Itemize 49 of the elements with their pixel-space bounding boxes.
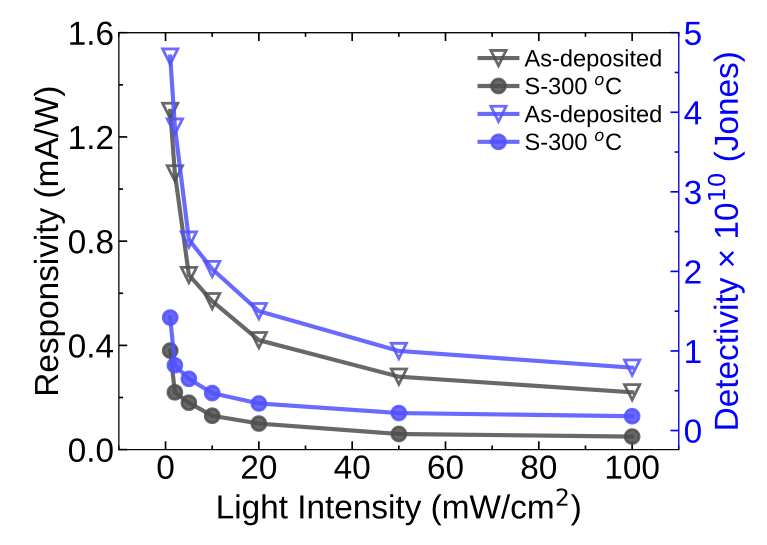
point — [162, 309, 179, 326]
y2-tick-label: 5 — [684, 22, 701, 46]
y2-axis-title: Detectivity × 10$^{10}$ (Jones) — [708, 53, 745, 429]
point — [180, 394, 198, 412]
y2-tick-label: 3 — [684, 180, 701, 204]
y2-tick-label: 2 — [685, 260, 701, 284]
point — [623, 358, 642, 377]
point — [166, 356, 184, 374]
y-tick-label: 1.2 — [70, 126, 112, 150]
point — [204, 384, 221, 402]
x-tick-label: 20 — [242, 455, 276, 479]
point — [250, 331, 268, 350]
point — [166, 118, 184, 136]
point — [250, 395, 268, 412]
x-tick-label: 80 — [522, 455, 556, 479]
point — [161, 48, 180, 66]
y-tick-label: 0.4 — [68, 334, 114, 358]
point — [180, 370, 198, 388]
x-tick-label: 60 — [428, 455, 463, 479]
x-tick-label: 40 — [334, 455, 370, 479]
point — [390, 426, 408, 442]
point — [390, 342, 408, 360]
y-tick-label: 1.6 — [70, 22, 113, 46]
point — [166, 384, 184, 401]
legend-label: S-300 $^{o}$C — [526, 76, 622, 94]
legend-label: S-300 $^{o}$C — [526, 132, 622, 150]
point — [624, 428, 640, 445]
point — [623, 383, 642, 402]
x-axis-title: Light Intensity (mW/cm$^{2}$) — [218, 488, 580, 526]
point — [180, 266, 198, 284]
x-tick-label: 0 — [158, 455, 174, 479]
point — [250, 415, 268, 432]
point — [203, 260, 222, 278]
y2-tick-label: 0 — [684, 419, 701, 443]
x-tick-label: 100 — [606, 455, 659, 479]
point — [203, 292, 222, 310]
y-tick-label: 0.8 — [68, 230, 113, 254]
y2-tick-label: 1 — [686, 340, 701, 364]
point — [180, 230, 198, 249]
y-tick-label: 0.0 — [68, 438, 113, 462]
point — [250, 302, 268, 320]
y-axis-title: Responsivity (mA/W) — [34, 88, 65, 394]
legend-label: As-deposited — [524, 49, 661, 72]
point — [390, 368, 408, 386]
point — [624, 408, 640, 425]
y2-tick-label: 4 — [684, 101, 702, 124]
legend-label: As-deposited — [524, 105, 661, 128]
point — [390, 404, 408, 422]
point — [204, 407, 221, 424]
